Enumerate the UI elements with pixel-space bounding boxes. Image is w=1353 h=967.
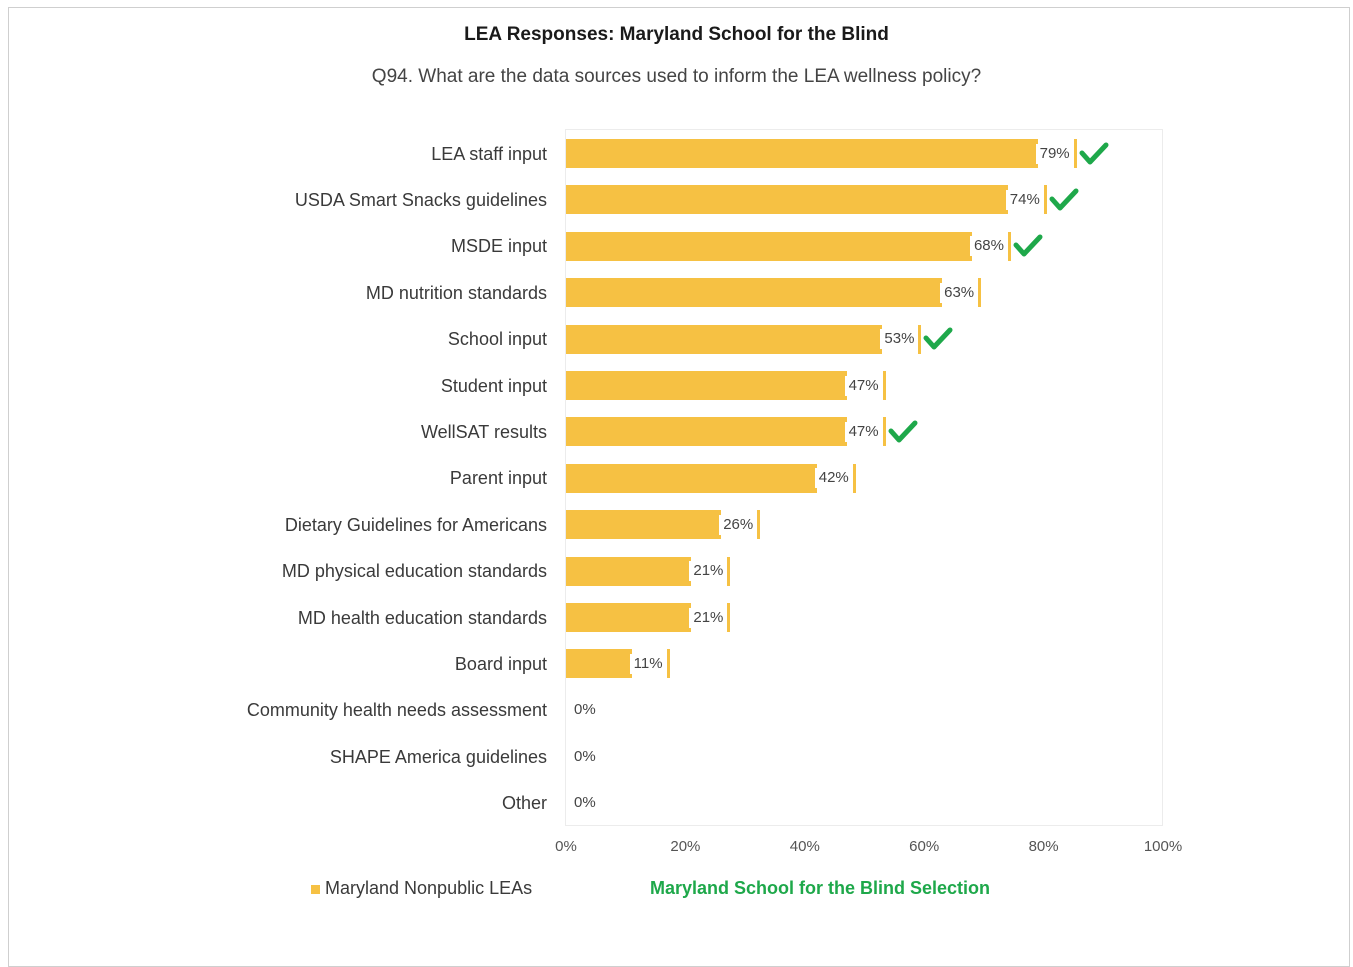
data-label: 68% [969, 236, 1008, 257]
legend-item-nonpublic-leas: Maryland Nonpublic LEAs [311, 878, 532, 899]
category-label: Dietary Guidelines for Americans [284, 514, 547, 535]
data-label: 47% [844, 375, 883, 396]
category-label: MD nutrition standards [365, 282, 547, 303]
data-label: 47% [844, 421, 883, 442]
bar [566, 139, 1038, 168]
category-label: USDA Smart Snacks guidelines [294, 189, 547, 210]
data-label: 74% [1005, 189, 1044, 210]
x-tick-label: 60% [909, 838, 940, 855]
bar-end [727, 556, 731, 586]
category-label: Parent input [449, 468, 547, 489]
bar [566, 463, 817, 493]
legend-swatch [311, 884, 320, 894]
bar [566, 603, 692, 632]
data-label: 63% [940, 282, 979, 303]
category-label: MSDE input [450, 236, 547, 257]
legend-item-school-selection: Maryland School for the Blind Selection [650, 878, 990, 899]
x-tick-label: 0% [555, 838, 577, 855]
data-label: 11% [629, 653, 667, 674]
check-icon [1079, 142, 1109, 164]
bar-end [1073, 139, 1077, 168]
chart-title: LEA Responses: Maryland School for the B… [464, 24, 889, 45]
x-tick-label: 20% [670, 838, 701, 855]
category-label: Student input [440, 375, 547, 396]
bar-end [1007, 231, 1011, 261]
data-label: 79% [1035, 143, 1074, 164]
data-label: 0% [570, 746, 600, 767]
data-label: 53% [880, 329, 919, 350]
x-tick-label: 80% [1028, 838, 1059, 855]
bar-end [882, 371, 886, 400]
bar [566, 556, 692, 586]
x-tick-label: 40% [789, 838, 820, 855]
data-label: 21% [689, 607, 728, 628]
bar [566, 324, 883, 354]
category-label: SHAPE America guidelines [329, 746, 547, 767]
bar [566, 417, 847, 447]
data-label: 21% [689, 561, 728, 582]
data-label: 0% [570, 793, 600, 814]
category-label: MD physical education standards [281, 561, 547, 582]
check-icon [888, 420, 918, 443]
bar-end [852, 463, 856, 493]
category-label: MD health education standards [297, 607, 547, 628]
category-label: Community health needs assessment [246, 700, 547, 721]
bar [566, 649, 632, 679]
bar-end [1043, 185, 1047, 215]
bar-end [727, 603, 731, 632]
bar-end [757, 510, 761, 540]
bar [566, 371, 847, 400]
data-label: 42% [814, 468, 853, 489]
data-label: 0% [570, 700, 600, 721]
category-label: Other [501, 793, 547, 814]
category-label: School input [447, 329, 547, 350]
legend-label: Maryland Nonpublic LEAs [325, 878, 533, 898]
bar-end [918, 324, 922, 354]
check-icon [923, 327, 953, 350]
category-label: LEA staff input [431, 143, 547, 164]
bar [566, 510, 722, 540]
bar-end [978, 278, 982, 308]
bar [566, 185, 1008, 215]
bar-end [882, 417, 886, 447]
check-icon [1049, 188, 1079, 211]
bar-end [666, 649, 670, 679]
plot-area [565, 129, 1163, 826]
check-icon [1013, 234, 1043, 257]
category-label: WellSAT results [420, 421, 547, 442]
bar [566, 278, 943, 308]
chart-subtitle: Q94. What are the data sources used to i… [371, 66, 982, 87]
category-label: Board input [454, 653, 547, 674]
data-label: 26% [719, 514, 758, 535]
bar [566, 231, 972, 261]
legend-label: Maryland School for the Blind Selection [650, 878, 991, 898]
x-tick-label: 100% [1143, 838, 1183, 855]
